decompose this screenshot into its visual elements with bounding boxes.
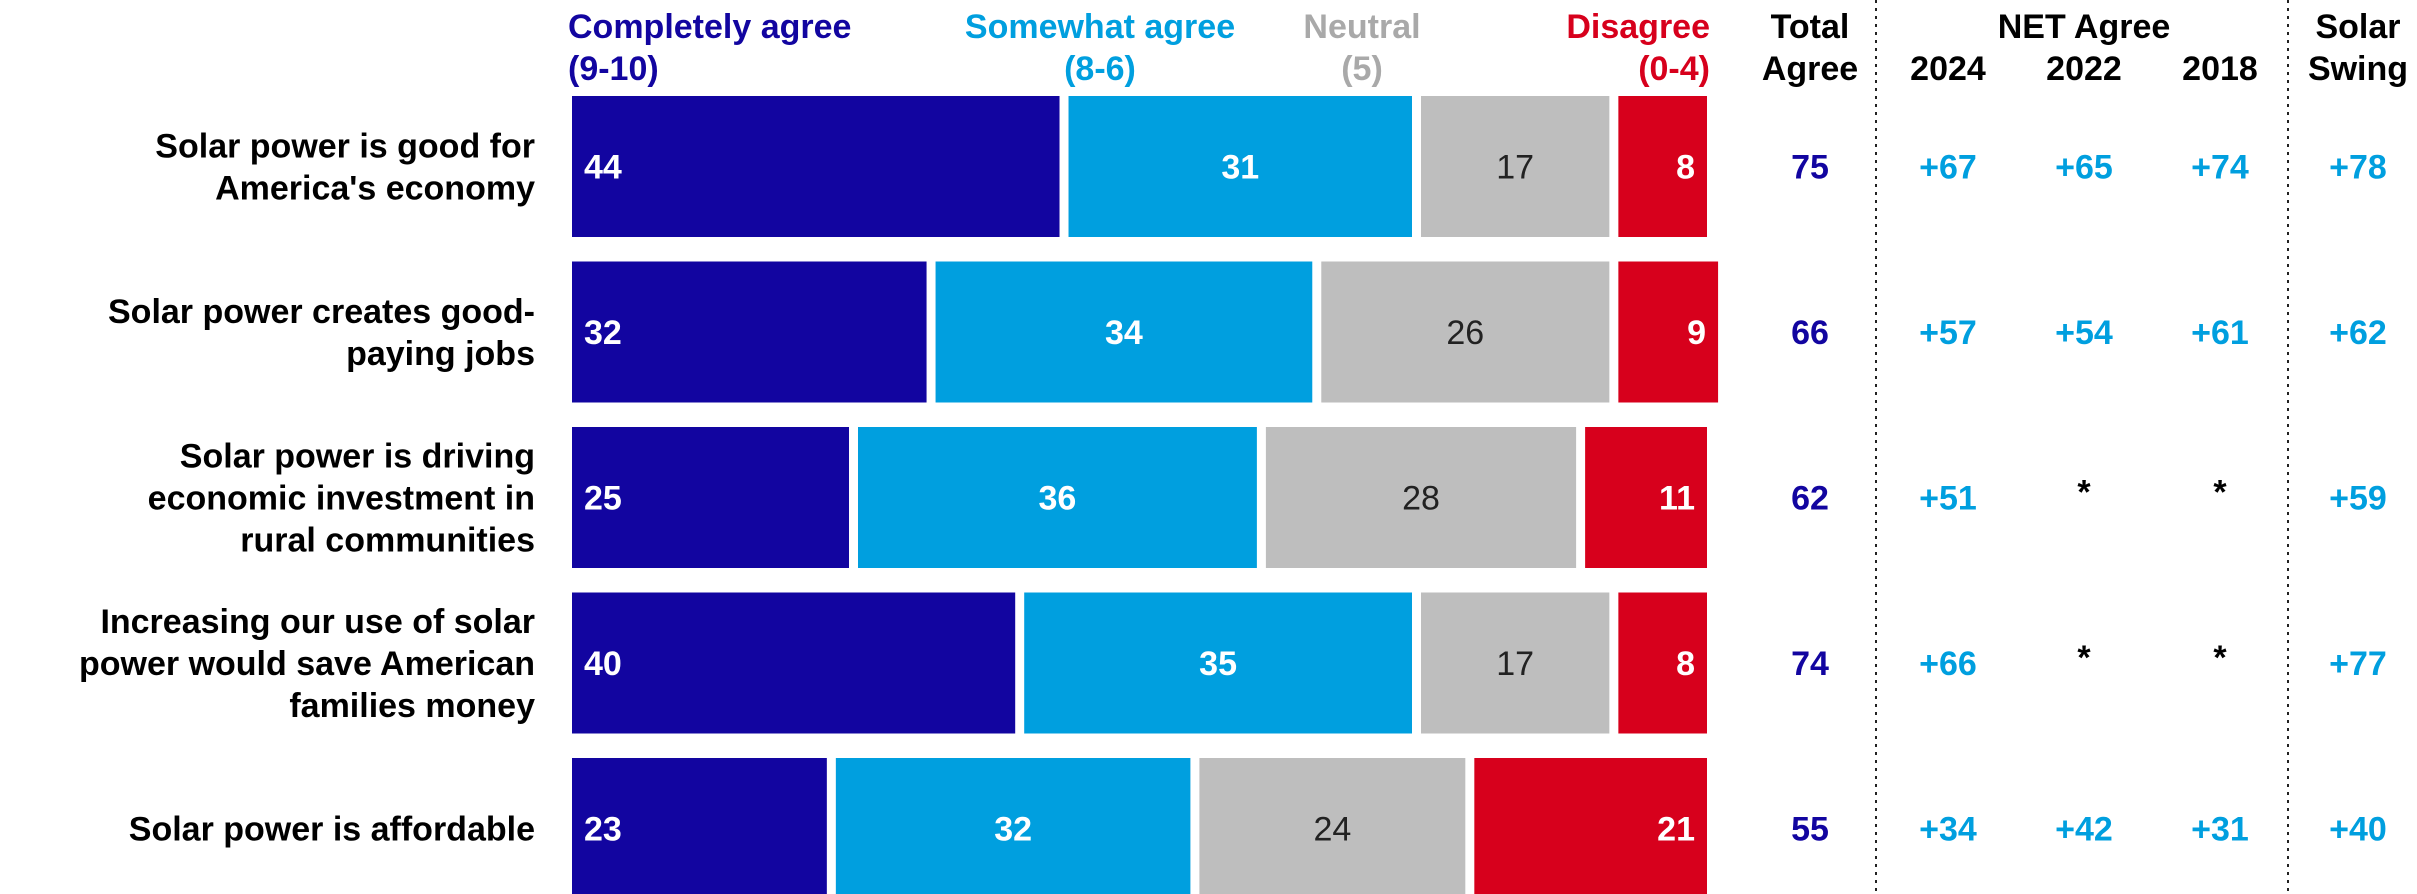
solar-swing-header: Swing: [2308, 50, 2408, 88]
category-label: paying jobs: [346, 335, 535, 373]
solar-swing-header: Solar: [2315, 8, 2400, 46]
category-label: power would save American: [79, 645, 535, 683]
data-label: 8: [1676, 149, 1695, 187]
data-label: 23: [584, 811, 622, 849]
bar-segment-completely-agree: [572, 592, 1016, 734]
data-label: 44: [584, 149, 622, 187]
net-agree-2022-value: +42: [2055, 811, 2113, 849]
data-label: 24: [1313, 811, 1351, 849]
net-agree-2018-value: +74: [2191, 149, 2249, 187]
year-header: 2022: [2046, 50, 2122, 88]
legend-neutral-label: Neutral: [1303, 8, 1420, 46]
data-label: 32: [584, 314, 622, 352]
bar-segment-completely-agree: [572, 261, 927, 403]
data-label: 36: [1039, 480, 1077, 518]
bar-segment-somewhat-agree: [858, 427, 1257, 568]
net-agree-2024-value: +57: [1919, 314, 1977, 352]
data-label: 25: [584, 480, 622, 518]
data-label: 17: [1496, 149, 1534, 187]
legend: Completely agree (9-10) Somewhat agree (8-6…: [568, 8, 1710, 88]
legend-completely-agree-label: Completely agree: [568, 8, 851, 46]
net-agree-header: NET Agree: [1998, 8, 2171, 46]
net-agree-2024-value: +51: [1919, 480, 1977, 518]
data-label: 40: [584, 645, 622, 683]
bar-segment-neutral: [1199, 758, 1466, 894]
category-label: Solar power is affordable: [129, 811, 535, 849]
category-label: families money: [289, 687, 535, 725]
year-header: 2024: [1910, 50, 1986, 88]
dividers: [1875, 0, 2289, 894]
bar-segment-somewhat-agree: [935, 261, 1313, 403]
data-label: 17: [1496, 645, 1534, 683]
summary-table: 75 +67 +65 +74 +78 66 +57 +54 +61 +62 62 +51 * * +59 74…: [1762, 8, 2408, 849]
total-agree-header: Total: [1771, 8, 1850, 46]
bar-segment-completely-agree: [572, 427, 849, 568]
net-agree-2018-value: +61: [2191, 314, 2249, 352]
data-label: 32: [994, 811, 1032, 849]
solar-swing-value: +62: [2329, 314, 2387, 352]
solar-swing-value: +40: [2329, 811, 2387, 849]
legend-disagree-label: Disagree: [1566, 8, 1710, 46]
net-agree-2024-value: +34: [1919, 811, 1977, 849]
category-labels: Solar power is good for America's economy…: [79, 128, 535, 849]
bar-segment-neutral: [1321, 261, 1610, 403]
net-agree-2018-value: +31: [2191, 811, 2249, 849]
total-agree-value: 75: [1791, 149, 1829, 187]
category-label: Solar power is good for: [155, 128, 535, 166]
bar-segment-disagree: [1618, 261, 1719, 403]
data-label: 26: [1446, 314, 1484, 352]
net-agree-2024-value: +66: [1919, 645, 1977, 683]
category-label: Solar power is driving: [180, 438, 535, 476]
data-label: 21: [1657, 811, 1695, 849]
solar-swing-value: +77: [2329, 645, 2387, 683]
net-agree-2022-value: *: [2077, 639, 2091, 677]
bar-segment-neutral: [1421, 96, 1610, 237]
data-label: 11: [1659, 480, 1695, 518]
bar-segment-completely-agree: [572, 96, 1060, 237]
data-label: 8: [1676, 645, 1695, 683]
net-agree-2018-value: *: [2213, 639, 2227, 677]
bar-segment-disagree: [1618, 96, 1707, 237]
bar-segment-disagree: [1618, 592, 1707, 734]
bar-segment-disagree: [1585, 427, 1707, 568]
bar-segment-neutral: [1421, 592, 1610, 734]
total-agree-value: 62: [1791, 480, 1829, 518]
legend-somewhat-agree-label: Somewhat agree: [965, 8, 1235, 46]
bar-segment-somewhat-agree: [1068, 96, 1412, 237]
total-agree-header: Agree: [1762, 50, 1858, 88]
data-label: 9: [1687, 314, 1706, 352]
category-label: America's economy: [215, 170, 535, 208]
category-label: Solar power creates good-: [108, 293, 535, 331]
bar-segment-neutral: [1265, 427, 1577, 568]
total-agree-value: 55: [1791, 811, 1829, 849]
solar-swing-value: +78: [2329, 149, 2387, 187]
bar-segment-disagree: [1474, 758, 1707, 894]
legend-somewhat-agree-range: (8-6): [1064, 50, 1136, 88]
bar-segment-somewhat-agree: [1024, 592, 1412, 734]
legend-completely-agree-range: (9-10): [568, 50, 659, 88]
bars: 44 31 17 8 32 34 26 9 25 36 28 11 40 35 17 8 23 32 24 21: [572, 96, 1719, 894]
category-label: rural communities: [240, 522, 535, 560]
data-label: 34: [1105, 314, 1143, 352]
net-agree-2022-value: +65: [2055, 149, 2113, 187]
category-label: Increasing our use of solar: [100, 603, 535, 641]
data-label: 35: [1199, 645, 1237, 683]
net-agree-2022-value: +54: [2055, 314, 2113, 352]
bar-segment-somewhat-agree: [835, 758, 1191, 894]
category-label: economic investment in: [148, 480, 535, 518]
total-agree-value: 74: [1791, 645, 1829, 683]
net-agree-2022-value: *: [2077, 474, 2091, 512]
data-label: 28: [1402, 480, 1440, 518]
net-agree-2024-value: +67: [1919, 149, 1977, 187]
total-agree-value: 66: [1791, 314, 1829, 352]
year-header: 2018: [2182, 50, 2258, 88]
legend-neutral-range: (5): [1341, 50, 1383, 88]
solar-swing-value: +59: [2329, 480, 2387, 518]
net-agree-2018-value: *: [2213, 474, 2227, 512]
legend-disagree-range: (0-4): [1638, 50, 1710, 88]
data-label: 31: [1221, 149, 1259, 187]
bar-segment-completely-agree: [572, 758, 827, 894]
